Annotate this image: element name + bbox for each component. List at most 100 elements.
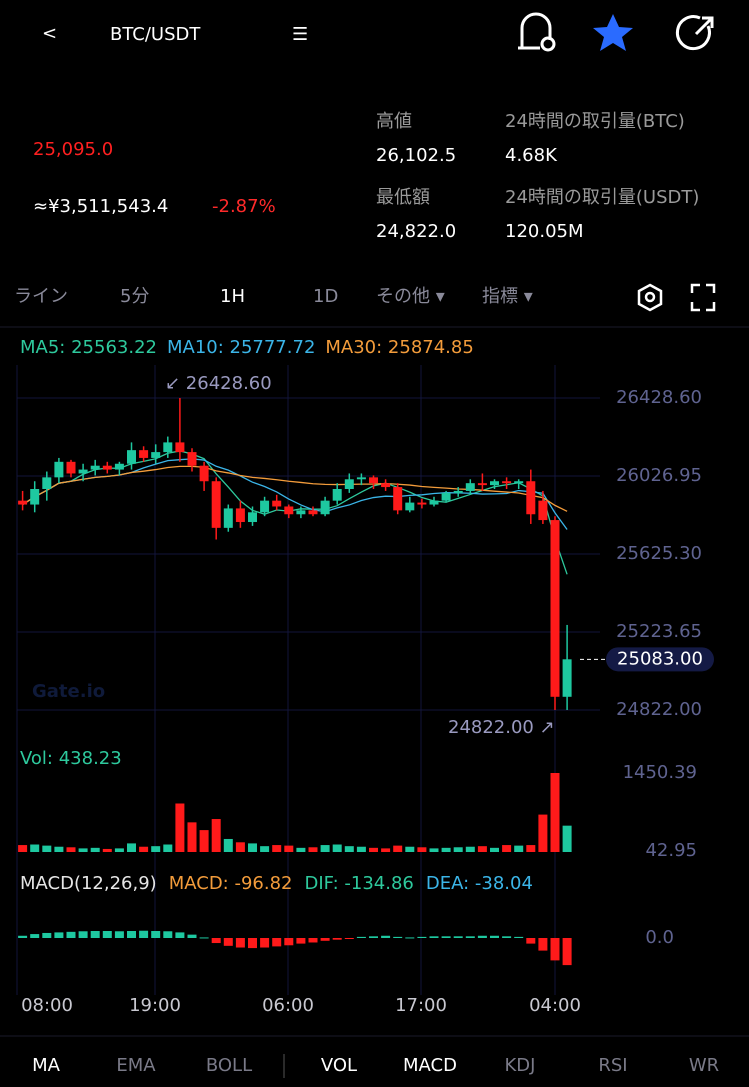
low-note: 24822.00 ↗ — [448, 717, 555, 738]
volume-bar — [199, 830, 209, 852]
candle-body — [30, 489, 40, 505]
candle-body — [223, 508, 233, 528]
time-label: 04:00 — [529, 995, 581, 1016]
interval-tab[interactable]: その他 ▾ — [376, 286, 445, 307]
volume-bar — [272, 845, 282, 852]
macd-bar — [308, 938, 318, 943]
macd-bar — [344, 938, 354, 939]
candle-body — [550, 520, 560, 697]
candle-body — [332, 489, 342, 501]
macd-tick-label: 0.0 — [645, 927, 674, 948]
macd-bar — [562, 938, 572, 966]
macd-bar — [369, 936, 378, 938]
volume-bar — [356, 846, 366, 852]
volume-bar — [405, 846, 415, 852]
macd-bar — [18, 935, 28, 938]
volume-bar — [284, 845, 294, 852]
volume-bar — [308, 847, 318, 852]
macd-bar — [381, 935, 391, 938]
settings-icon[interactable] — [637, 283, 663, 312]
candle-body — [502, 481, 512, 484]
stat-value: 120.05M — [505, 221, 584, 242]
candle-body — [417, 502, 427, 505]
macd-legend: MACD(12,26,9) — [20, 873, 157, 894]
candle-body — [235, 508, 245, 523]
interval-tab[interactable]: 指標 ▾ — [482, 286, 533, 307]
candle-body — [175, 442, 185, 453]
stat-value: 24,822.0 — [376, 221, 456, 242]
stat-label: 最低額 — [376, 187, 430, 208]
macd-bar — [441, 936, 451, 938]
y-tick-label: 24822.00 — [616, 699, 702, 720]
volume-bar — [538, 814, 548, 852]
candle-body — [90, 465, 100, 470]
fullscreen-icon[interactable] — [690, 283, 716, 312]
volume-tick-label: 42.95 — [645, 840, 697, 861]
candle-body — [405, 502, 415, 511]
volume-bar — [369, 847, 378, 852]
candle-body — [526, 481, 536, 515]
indicator-tab[interactable]: KDJ — [505, 1055, 536, 1076]
volume-bar — [344, 846, 354, 852]
macd-bar — [284, 938, 294, 946]
macd-bar — [66, 931, 76, 938]
macd-bar — [42, 932, 52, 938]
interval-tab[interactable]: ライン — [14, 286, 68, 307]
candle-body — [562, 659, 572, 697]
candle-body — [429, 500, 439, 505]
stat-label: 24時間の取引量(USDT) — [505, 187, 699, 208]
indicator-tab[interactable]: RSI — [598, 1055, 627, 1076]
high-note: ↙ 26428.60 — [165, 373, 272, 394]
macd-bar — [332, 938, 342, 940]
volume-bar — [296, 847, 306, 852]
volume-bar — [332, 844, 342, 852]
macd-bar — [502, 936, 512, 938]
macd-bar — [417, 936, 427, 938]
ma-legend: MA5: 25563.22 — [20, 337, 157, 358]
candle-body — [248, 512, 257, 523]
candle-body — [102, 465, 112, 470]
stat-value: 4.68K — [505, 145, 558, 166]
candle-body — [163, 442, 173, 453]
back-button[interactable]: < — [42, 23, 57, 44]
volume-bar — [90, 847, 100, 852]
macd-bar — [30, 934, 40, 938]
candle-body — [320, 500, 330, 515]
interval-tab[interactable]: 5分 — [120, 286, 149, 307]
favorite-icon[interactable] — [593, 14, 633, 51]
stat-value: 26,102.5 — [376, 145, 456, 166]
share-icon[interactable] — [675, 15, 714, 51]
volume-bar — [514, 845, 524, 852]
volume-bar — [490, 847, 499, 852]
candle-body — [308, 510, 318, 515]
interval-tab[interactable]: 1H — [220, 286, 245, 307]
macd-bar — [538, 938, 548, 951]
pair-title[interactable]: BTC/USDT — [110, 24, 201, 45]
candle-body — [514, 481, 524, 484]
last-price: 25,095.0 — [33, 139, 113, 160]
y-tick-label: 26428.60 — [616, 387, 702, 408]
time-label: 08:00 — [21, 995, 73, 1016]
candle-body — [127, 450, 136, 464]
candle-body — [42, 477, 52, 490]
indicator-tab[interactable]: BOLL — [206, 1055, 252, 1076]
macd-bar — [90, 931, 100, 938]
macd-bar — [223, 938, 233, 946]
volume-bar — [260, 846, 270, 852]
indicator-tab[interactable]: MACD — [403, 1055, 457, 1076]
volume-bar — [502, 845, 512, 852]
indicator-tab[interactable]: WR — [689, 1055, 719, 1076]
volume-bar — [66, 847, 76, 852]
volume-bar — [417, 847, 427, 852]
indicator-tab[interactable]: VOL — [321, 1055, 357, 1076]
interval-tab[interactable]: 1D — [313, 286, 338, 307]
indicator-tab[interactable]: MA — [32, 1055, 61, 1076]
ma-legend: MA30: 25874.85 — [325, 337, 473, 358]
indicator-tab[interactable]: EMA — [116, 1055, 156, 1076]
macd-bar — [211, 938, 221, 944]
pair-menu[interactable]: ☰ — [292, 24, 308, 45]
alert-icon[interactable] — [518, 12, 556, 52]
time-label: 06:00 — [262, 995, 314, 1016]
candle-body — [272, 500, 282, 507]
